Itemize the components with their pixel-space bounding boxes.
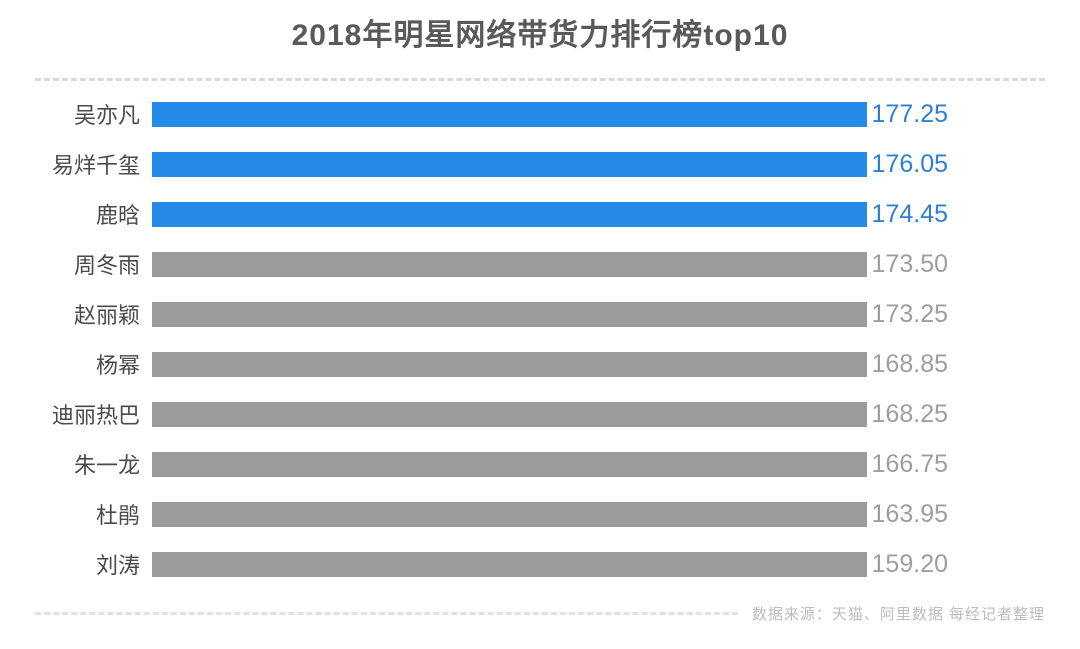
chart-title: 2018年明星网络带货力排行榜top10	[291, 19, 789, 52]
bar-row: 迪丽热巴 168.25	[0, 389, 1080, 439]
bar	[152, 201, 867, 227]
bar	[152, 401, 867, 427]
bar-row: 杜鹃 163.95	[0, 489, 1080, 539]
category-label: 易烊千玺	[51, 153, 140, 178]
category-label: 赵丽颖	[73, 303, 140, 328]
bar-track: 177.25	[152, 100, 948, 129]
bar-row: 周冬雨 173.50	[0, 239, 1080, 289]
bar-track: 173.25	[152, 300, 948, 329]
value-label: 177.25	[871, 99, 948, 128]
bar	[152, 451, 867, 477]
bar	[152, 351, 867, 377]
value-label: 173.25	[871, 299, 948, 328]
category-label: 吴亦凡	[73, 103, 140, 128]
bar	[152, 151, 867, 177]
bar-track: 163.95	[152, 500, 948, 529]
category-label: 迪丽热巴	[51, 403, 140, 428]
bar-row: 吴亦凡 177.25	[0, 89, 1080, 139]
bar-track: 173.50	[152, 250, 948, 279]
bar-row: 刘涛 159.20	[0, 539, 1080, 589]
category-label: 鹿晗	[95, 203, 140, 228]
bar-chart: 吴亦凡 177.25 易烊千玺 176.05 鹿晗 174.45 周冬雨 173…	[0, 89, 1080, 589]
bar	[152, 101, 867, 127]
category-label: 杨幂	[95, 353, 140, 378]
bar-row: 鹿晗 174.45	[0, 189, 1080, 239]
value-label: 168.85	[871, 349, 948, 378]
value-label: 159.20	[871, 549, 948, 578]
category-label: 朱一龙	[73, 453, 140, 478]
bar-row: 易烊千玺 176.05	[0, 139, 1080, 189]
bar-track: 159.20	[152, 550, 948, 579]
bar-row: 杨幂 168.85	[0, 339, 1080, 389]
category-label: 杜鹃	[95, 503, 140, 528]
bar	[152, 551, 867, 577]
top-dashed-divider	[35, 78, 1045, 81]
bar	[152, 501, 867, 527]
value-label: 166.75	[871, 449, 948, 478]
bar	[152, 301, 867, 327]
value-label: 173.50	[871, 249, 948, 278]
footer: 数据来源：天猫、阿里数据 每经记者整理	[35, 603, 1045, 624]
bar-track: 174.45	[152, 200, 948, 229]
bar-track: 168.85	[152, 350, 948, 379]
data-source-note: 数据来源：天猫、阿里数据 每经记者整理	[751, 606, 1045, 623]
value-label: 176.05	[871, 149, 948, 178]
bar-row: 赵丽颖 173.25	[0, 289, 1080, 339]
bar-track: 168.25	[152, 400, 948, 429]
value-label: 168.25	[871, 399, 948, 428]
bar-row: 朱一龙 166.75	[0, 439, 1080, 489]
category-label: 周冬雨	[73, 253, 140, 278]
bar	[152, 251, 867, 277]
value-label: 174.45	[871, 199, 948, 228]
bar-track: 176.05	[152, 150, 948, 179]
value-label: 163.95	[871, 499, 948, 528]
bar-track: 166.75	[152, 450, 948, 479]
bottom-dashed-divider	[35, 612, 738, 615]
category-label: 刘涛	[95, 553, 140, 578]
